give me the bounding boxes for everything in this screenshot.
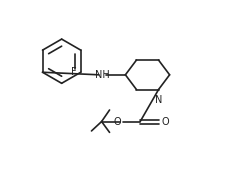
Text: F: F	[71, 67, 77, 77]
Text: O: O	[113, 117, 121, 126]
Text: O: O	[162, 117, 169, 126]
Text: N: N	[155, 96, 162, 105]
Text: NH: NH	[95, 70, 110, 80]
